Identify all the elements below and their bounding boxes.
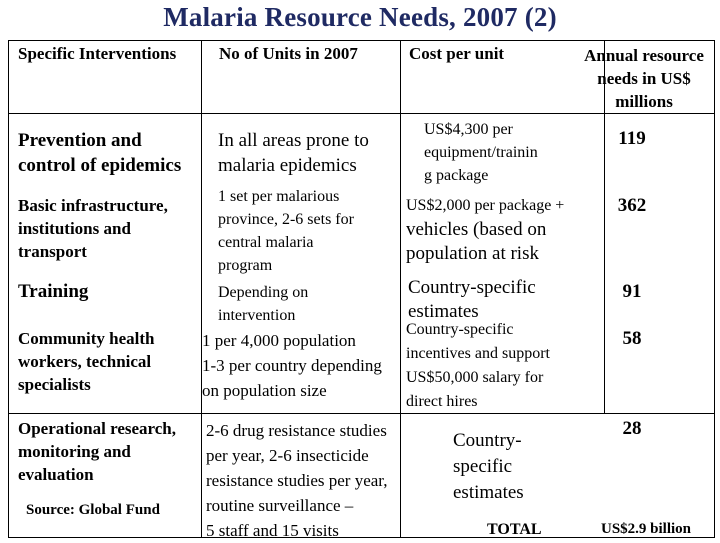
total-value: US$2.9 billion (601, 521, 692, 537)
text-line: In all areas prone to (218, 130, 369, 151)
text-line: 1 set per malarious (218, 188, 340, 205)
header-specific-interventions: Specific Interventions (18, 44, 177, 63)
column-divider (201, 40, 202, 538)
resource-table (8, 40, 715, 538)
text-line: central malaria (218, 234, 314, 251)
text-line: 1-3 per country depending (202, 356, 382, 375)
text-line: direct hires (406, 393, 478, 410)
text-line: estimates (408, 301, 479, 322)
row-cost: Country-specific incentives and support … (406, 318, 550, 414)
slide-title: Malaria Resource Needs, 2007 (2) (163, 2, 557, 32)
text-line: Country-specific (406, 321, 514, 338)
text-line: vehicles (based on (406, 219, 547, 240)
row-units: 1 per 4,000 population 1-3 per country d… (202, 328, 382, 403)
text-line: US$50,000 salary for (406, 369, 544, 386)
header-divider (8, 113, 715, 114)
text-line: control of epidemics (18, 155, 182, 176)
row-units: In all areas prone to malaria epidemics (218, 128, 369, 178)
total-label: TOTAL (487, 521, 542, 538)
text-line: per year, 2-6 insecticide (206, 446, 369, 465)
text-line: evaluation (18, 465, 94, 484)
row-annual-value: 58 (622, 328, 642, 349)
row-cost: Country-specific estimates (408, 276, 536, 324)
row-divider (8, 413, 715, 414)
row-cost: US$2,000 per package + vehicles (based o… (406, 194, 564, 266)
header-line: millions (615, 92, 673, 111)
text-line: Operational research, (18, 419, 177, 438)
column-divider (604, 40, 605, 413)
text-line: specialists (18, 375, 91, 394)
row-units: 2-6 drug resistance studies per year, 2-… (206, 418, 388, 543)
row-intervention: Training (18, 281, 89, 302)
row-cost: US$4,300 per equipment/trainin g package (424, 118, 538, 187)
text-line: incentives and support (406, 345, 550, 362)
text-line: 2-6 drug resistance studies (206, 421, 387, 440)
header-annual-resource-needs: Annual resource needs in US$ millions (570, 44, 718, 113)
header-no-of-units: No of Units in 2007 (219, 44, 358, 63)
text-line: Country-specific (408, 277, 536, 298)
text-line: US$2,000 per package + (406, 197, 565, 214)
header-line: Annual resource (584, 46, 704, 65)
text-line: province, 2-6 sets for (218, 211, 354, 228)
row-intervention: Basic infrastructure, institutions and t… (18, 194, 168, 263)
row-annual-value: 119 (618, 128, 646, 149)
text-line: Community health (18, 329, 155, 348)
text-line: Prevention and (18, 130, 142, 151)
row-intervention: Prevention and control of epidemics (18, 128, 181, 178)
row-annual-value: 91 (622, 281, 642, 302)
text-line: workers, technical (18, 352, 152, 371)
row-intervention: Community health workers, technical spec… (18, 327, 154, 396)
text-line: 1 per 4,000 population (202, 331, 356, 350)
text-line: g package (424, 167, 489, 184)
text-line: Country- (453, 430, 522, 451)
text-line: malaria epidemics (218, 155, 357, 176)
text-line: program (218, 257, 273, 274)
source-note: Source: Global Fund (26, 502, 160, 518)
text-line: on population size (202, 381, 327, 400)
text-line: Basic infrastructure, (18, 196, 168, 215)
header-line: needs in US$ (597, 69, 691, 88)
column-divider (400, 40, 401, 538)
text-line: resistance studies per year, (206, 471, 388, 490)
row-intervention: Operational research, monitoring and eva… (18, 417, 176, 486)
text-line: equipment/trainin (424, 144, 538, 161)
row-annual-value: 28 (622, 418, 642, 439)
row-annual-value: 362 (617, 195, 647, 216)
text-line: population at risk (406, 243, 539, 264)
text-line: estimates (453, 482, 524, 503)
text-line: transport (18, 242, 87, 261)
row-cost: Country- specific estimates (453, 428, 524, 506)
text-line: Depending on (218, 284, 309, 301)
text-line: monitoring and (18, 442, 131, 461)
header-cost-per-unit: Cost per unit (409, 44, 505, 63)
text-line: US$4,300 per (424, 121, 513, 138)
row-units: 1 set per malarious province, 2-6 sets f… (218, 185, 354, 277)
text-line: institutions and (18, 219, 131, 238)
text-line: 5 staff and 15 visits (206, 521, 339, 540)
text-line: specific (453, 456, 513, 477)
text-line: intervention (218, 307, 296, 324)
row-units: Depending on intervention (218, 281, 308, 327)
text-line: routine surveillance – (206, 496, 354, 515)
